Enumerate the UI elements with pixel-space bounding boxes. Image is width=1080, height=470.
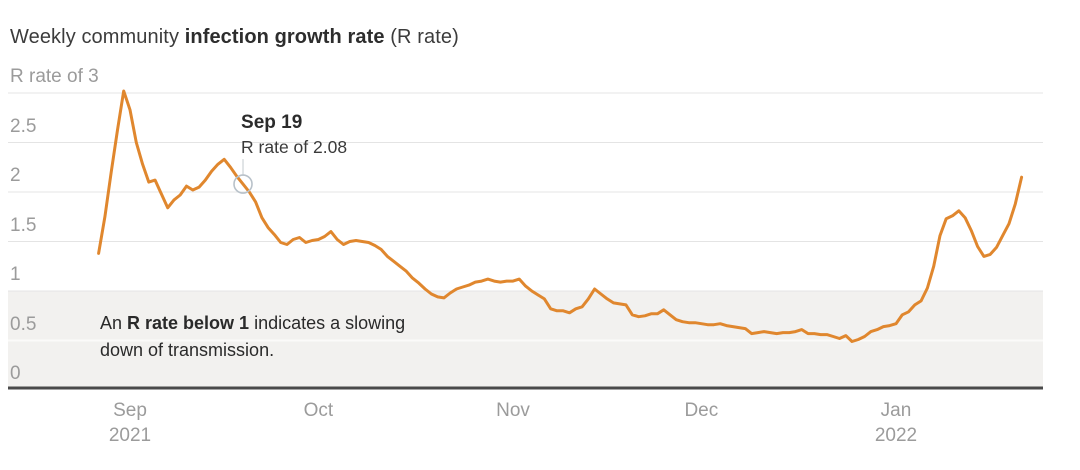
- band-note-suffix: indicates a slowing: [249, 313, 406, 333]
- x-tick-label: Sep 2021: [108, 400, 152, 446]
- chart-title-prefix: Weekly community: [10, 26, 185, 48]
- band-note-line2: down of transmission.: [100, 340, 275, 360]
- x-tick-label: Dec: [684, 400, 719, 421]
- x-tick-sublabel: 2021: [108, 425, 152, 446]
- x-tick-label: Oct: [303, 400, 334, 421]
- y-tick-label: 2.5: [10, 115, 37, 137]
- x-tick-sublabel: 2022: [874, 425, 918, 446]
- y-tick-label: 2: [10, 165, 21, 186]
- band-note-bold: R rate below 1: [127, 313, 250, 333]
- x-tick-label: Jan 2022: [874, 400, 918, 446]
- annotation-value: R rate of 2.08: [241, 137, 348, 158]
- chart-title-bold: infection growth rate: [184, 26, 385, 48]
- below-one-band: [8, 291, 1043, 387]
- chart-title: Weekly community infection growth rate (…: [10, 26, 459, 49]
- y-tick-label: 0: [10, 363, 21, 384]
- x-tick-label: Nov: [496, 400, 530, 421]
- y-tick-label: 0.5: [10, 313, 37, 335]
- band-note: An R rate below 1 indicates a slowing do…: [100, 310, 405, 364]
- annotation-date: Sep 19: [241, 112, 303, 134]
- marker-circle: [233, 174, 253, 194]
- band-note-prefix: An: [100, 313, 128, 333]
- r-rate-line: [97, 89, 1024, 343]
- point-annotation: Sep 19 R rate of 2.08: [241, 111, 347, 159]
- chart-title-suffix: (R rate): [384, 26, 459, 48]
- y-tick-label: 1.5: [10, 214, 37, 236]
- y-tick-label: R rate of 3: [10, 66, 99, 87]
- y-tick-label: 1: [10, 264, 21, 285]
- x-axis-baseline: [8, 386, 1043, 390]
